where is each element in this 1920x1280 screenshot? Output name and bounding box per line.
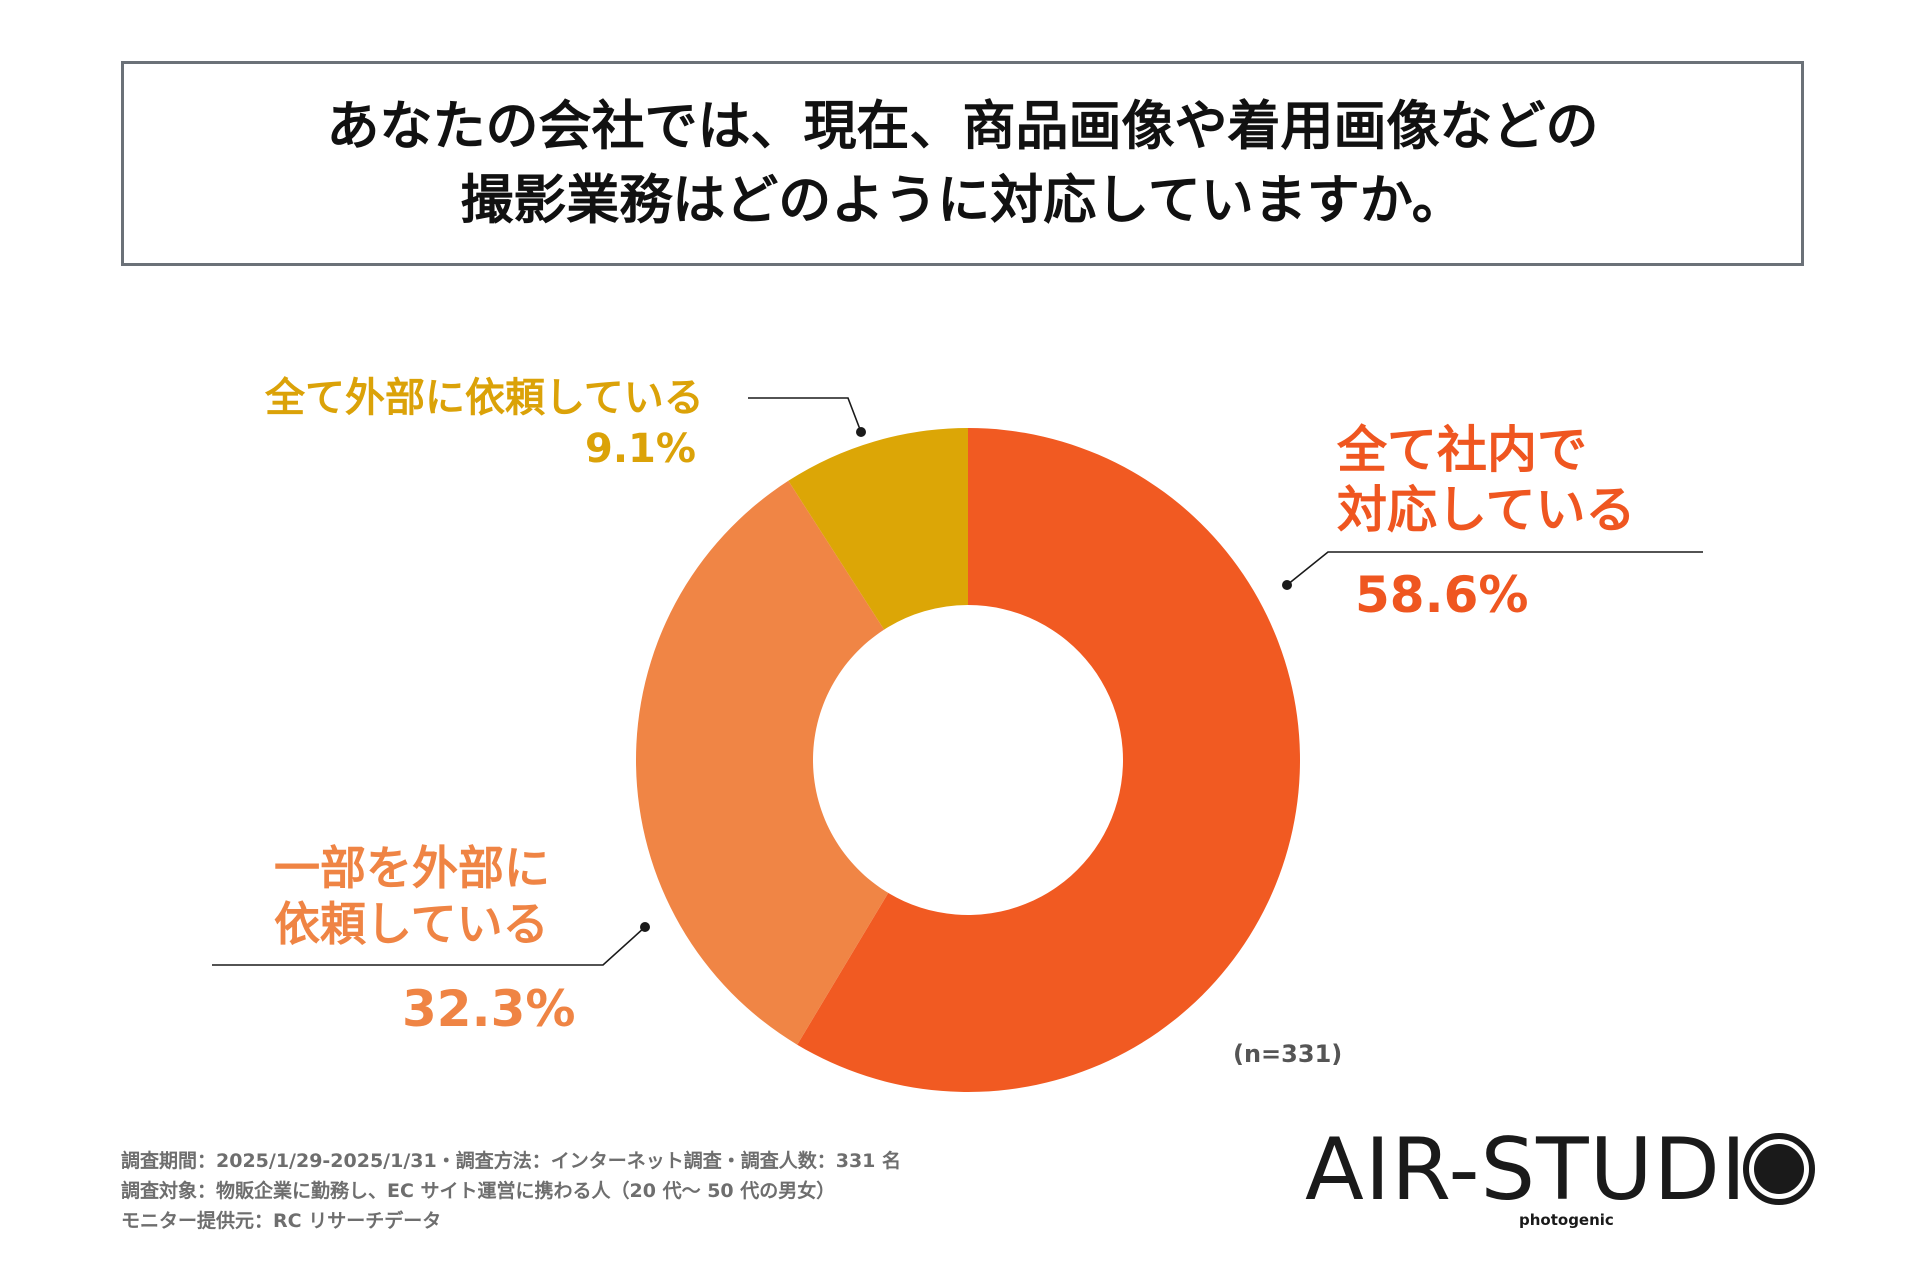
leader-external-part <box>212 926 646 966</box>
label-inhouse-all-line-1: 全て社内で <box>1337 421 1587 479</box>
air-studio-logo: AIR-STUDI photogenic <box>1305 1120 1815 1232</box>
slice-external-part <box>636 480 889 1045</box>
value-inhouse-all: 58.6% <box>1355 566 1529 624</box>
label-external-part: 一部を外部に 依頼している <box>274 840 550 952</box>
slice-inhouse-all <box>797 428 1300 1092</box>
footer-line-2: 調査対象：物販企業に勤務し、EC サイト運営に携わる人（20 代〜 50 代の男… <box>121 1180 836 1202</box>
label-external-all: 全て外部に依頼している <box>265 371 704 425</box>
chart-title-line-2: 撮影業務はどのように対応していますか。 <box>460 169 1465 231</box>
logo-text: AIR-STUDI <box>1305 1120 1748 1220</box>
label-external-part-line-1: 一部を外部に <box>274 841 550 895</box>
sample-size-label: (n=331) <box>1233 1040 1343 1068</box>
label-external-part-line-2: 依頼している <box>274 897 549 951</box>
value-external-part: 32.3% <box>402 980 576 1038</box>
leader-inhouse-all <box>1286 551 1703 586</box>
logo-ring-icon <box>1743 1133 1815 1205</box>
footer-line-3: モニター提供元：RC リサーチデータ <box>121 1210 442 1232</box>
label-inhouse-all: 全て社内で 対応している <box>1337 420 1636 540</box>
slice-external-all <box>788 428 968 630</box>
logo-subtitle: photogenic <box>1519 1211 1614 1229</box>
label-external-all-text: 全て外部に依頼している <box>265 375 704 421</box>
leader-external-all-dot <box>856 427 866 437</box>
title-box: あなたの会社では、現在、商品画像や着用画像などの 撮影業務はどのように対応してい… <box>121 61 1804 266</box>
value-external-all: 9.1% <box>585 426 696 472</box>
leader-inhouse-all-dot <box>1282 580 1292 590</box>
leader-external-part-dot <box>640 922 650 932</box>
survey-footer: 調査期間：2025/1/29-2025/1/31・調査方法：インターネット調査・… <box>121 1146 901 1236</box>
footer-line-1: 調査期間：2025/1/29-2025/1/31・調査方法：インターネット調査・… <box>121 1150 902 1172</box>
leader-external-all <box>748 397 862 433</box>
label-inhouse-all-line-2: 対応している <box>1337 481 1636 539</box>
chart-title-line-1: あなたの会社では、現在、商品画像や着用画像などの <box>326 95 1599 157</box>
